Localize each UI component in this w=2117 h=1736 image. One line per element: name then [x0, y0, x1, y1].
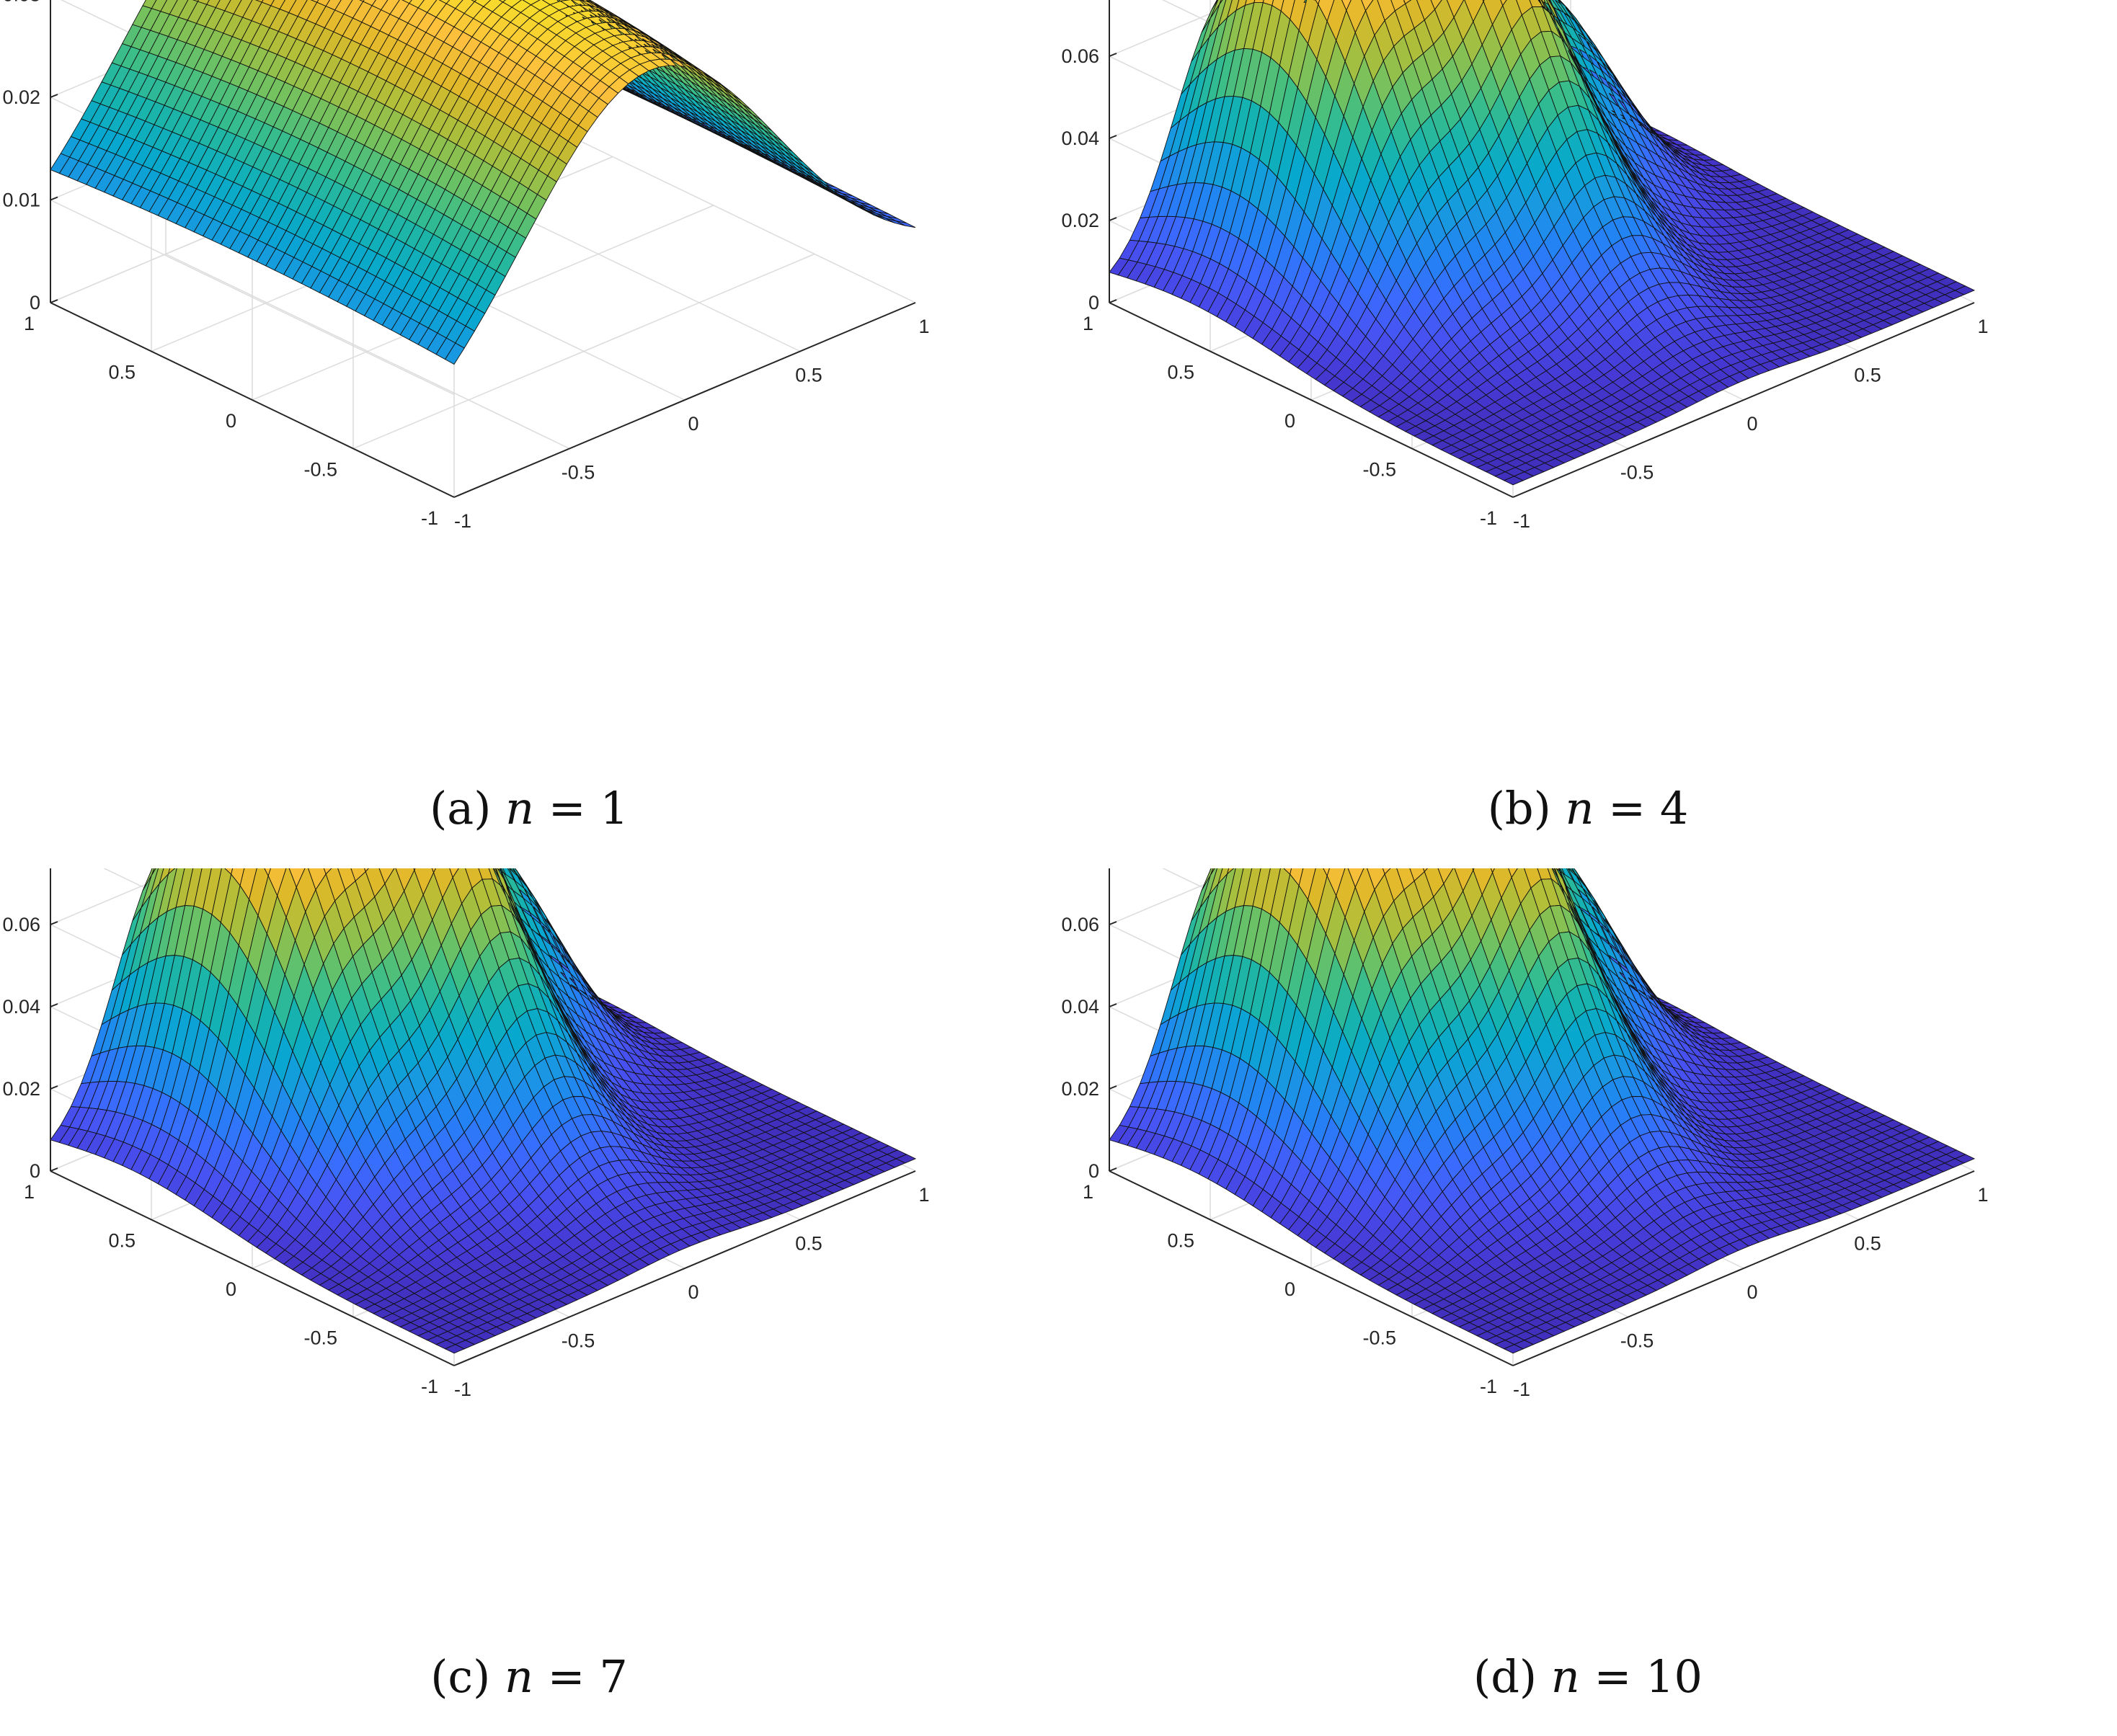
- caption-a-label: (a): [430, 782, 492, 834]
- surface-patch: [1954, 285, 1976, 295]
- caption-a-var: n: [505, 782, 535, 834]
- y-tick-label: 0.5: [108, 362, 136, 383]
- z-tick-label: 0.04: [1061, 128, 1099, 149]
- y-tick-label: -0.5: [303, 459, 337, 481]
- surface-patch: [192, 0, 200, 2]
- surface-patch: [431, 868, 436, 873]
- y-tick-label: 0: [226, 410, 236, 432]
- z-tick-label: 0.02: [1061, 210, 1099, 231]
- surface-patch: [261, 0, 275, 6]
- surface-plot-c: 00.020.040.060.080.1-1-0.500.51-1-0.500.…: [0, 868, 1058, 1736]
- surface-patch: [1217, 0, 1233, 27]
- z-tick-label: 0.01: [2, 190, 40, 211]
- surface-patch: [1226, 0, 1240, 19]
- x-axis-line: [453, 302, 916, 498]
- caption-b: (b) n = 4: [1059, 782, 2117, 834]
- caption-b-eq: = 4: [1594, 782, 1689, 834]
- surface-patch: [142, 0, 157, 9]
- surface-patch: [1210, 0, 1222, 19]
- x-tick-label: -0.5: [1620, 462, 1654, 484]
- x-tick-label: -1: [454, 510, 471, 532]
- z-tick-label: 0.03: [2, 0, 40, 6]
- surface-patch: [1500, 0, 1507, 6]
- z-tick-mark: [50, 299, 58, 303]
- z-tick-label: 0.06: [1061, 45, 1099, 67]
- surface-patch: [1244, 0, 1256, 6]
- x-tick-label: 0: [688, 413, 698, 435]
- surface-plot-c-svg: 00.020.040.060.080.1-1-0.500.51-1-0.500.…: [2, 868, 930, 1400]
- surface-patch: [401, 0, 412, 4]
- surface-patch: [471, 0, 477, 2]
- z-tick-label: 0.02: [2, 86, 40, 108]
- surface-patch: [151, 0, 168, 12]
- surface-patch: [1341, 0, 1352, 12]
- y-axis-line: [1109, 302, 1514, 498]
- x-tick-label: 1: [1977, 316, 1988, 337]
- y-tick-label: 1: [24, 313, 35, 334]
- z-tick-mark: [1109, 217, 1117, 221]
- surface-patch: [323, 868, 332, 875]
- surface-patch: [150, 868, 164, 896]
- surface-patch: [1280, 0, 1295, 20]
- surface-patch: [896, 221, 916, 228]
- surface-patch: [1315, 0, 1321, 6]
- surface-patch: [325, 0, 342, 11]
- surface-plot-b: 00.020.040.060.080.1-1-0.500.51-1-0.500.…: [1059, 0, 2117, 868]
- axes-b: 00.020.040.060.080.1-1-0.500.51-1-0.500.…: [1061, 0, 1989, 532]
- surface-patch: [1211, 0, 1219, 10]
- x-tick-label: 1: [918, 316, 929, 337]
- z-tick-label: 0: [1088, 292, 1099, 313]
- z-tick-mark: [1109, 299, 1117, 303]
- x-axis-line: [1512, 302, 1975, 498]
- x-tick-label: -0.5: [562, 462, 595, 484]
- z-tick-label: 0: [30, 292, 40, 313]
- surface-patch: [167, 868, 176, 876]
- y-tick-label: 0.5: [1167, 362, 1194, 383]
- surface-mesh-b: [1109, 0, 1976, 486]
- surface-patch: [224, 868, 234, 876]
- surface-patch: [270, 0, 286, 10]
- caption-b-var: n: [1565, 782, 1594, 834]
- axes-a: 00.010.020.030.04-1-0.500.51-1-0.500.51: [2, 0, 930, 532]
- surface-patch: [409, 0, 425, 9]
- y-axis-line: [50, 302, 455, 498]
- surface-patch: [254, 0, 264, 3]
- surface-patch: [159, 868, 171, 884]
- surface-patch: [1235, 0, 1247, 12]
- surface-patch: [1253, 0, 1264, 4]
- surface-mesh-a: [50, 0, 916, 365]
- surface-patch: [197, 0, 210, 5]
- surface-plot-a: 00.010.020.030.04-1-0.500.51-1-0.500.51 …: [0, 0, 1058, 868]
- y-tick-label: 0: [1284, 410, 1295, 432]
- y-tick-label: -1: [421, 507, 438, 529]
- surface-patch: [1262, 0, 1274, 6]
- surface-patch: [1271, 0, 1284, 12]
- surface-patch: [1219, 0, 1223, 4]
- z-tick-mark: [50, 94, 58, 98]
- surface-mesh-c: [50, 868, 917, 1354]
- surface-patch: [310, 0, 319, 3]
- caption-a: (a) n = 1: [0, 782, 1058, 834]
- y-tick-label: -1: [1480, 507, 1497, 529]
- x-tick-label: 0.5: [795, 365, 822, 386]
- x-tick-label: 0.5: [1854, 365, 1881, 386]
- y-tick-label: -0.5: [1362, 459, 1396, 481]
- surface-patch: [264, 868, 271, 877]
- x-tick-label: 0: [1747, 413, 1757, 435]
- x-tick-label: -1: [1513, 510, 1530, 532]
- caption-b-label: (b): [1487, 782, 1551, 834]
- y-tick-label: 1: [1083, 313, 1093, 334]
- surface-plot-b-svg: 00.020.040.060.080.1-1-0.500.51-1-0.500.…: [1061, 0, 1989, 532]
- surface-patch: [151, 868, 156, 876]
- z-tick-mark: [50, 196, 58, 201]
- surface-plot-a-svg: 00.010.020.030.04-1-0.500.51-1-0.500.51: [2, 0, 930, 532]
- surface-patch: [215, 0, 231, 12]
- z-tick-mark: [1109, 135, 1117, 139]
- caption-a-eq: = 1: [534, 782, 629, 834]
- grid-line: [352, 253, 815, 450]
- z-tick-mark: [1109, 53, 1117, 57]
- surface-patch: [371, 0, 389, 11]
- surface-patch: [498, 0, 507, 3]
- surface-patch: [142, 868, 155, 891]
